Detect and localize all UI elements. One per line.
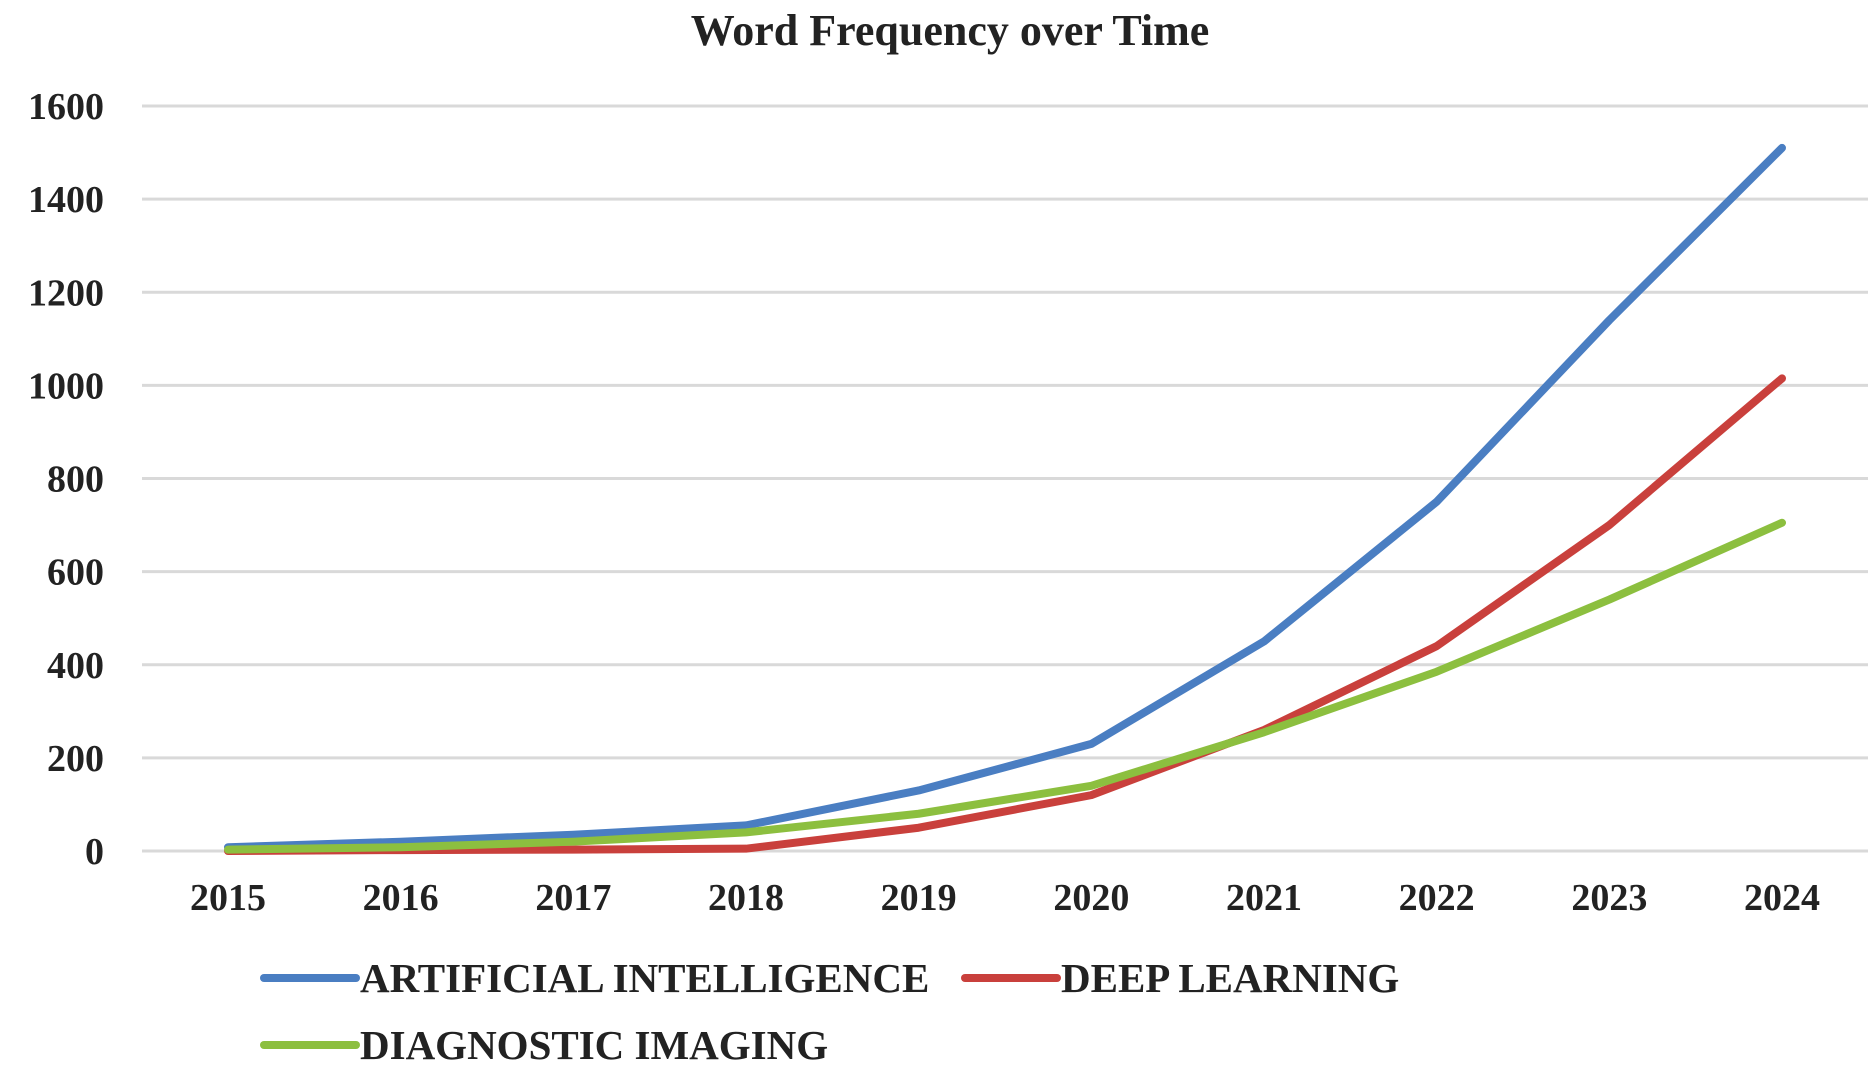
series-line-0 (224, 143, 1786, 852)
x-tick-label: 2018 (708, 877, 784, 919)
y-tick-label: 1000 (28, 365, 104, 407)
x-tick-label: 2024 (1744, 877, 1820, 919)
legend-label: ARTIFICIAL INTELLIGENCE (360, 955, 929, 1001)
x-axis-ticks: 2015 2016 2017 2018 2019 2020 2021 2022 2023 2024 (190, 877, 1820, 919)
y-tick-label: 400 (47, 645, 104, 687)
legend: ARTIFICIAL INTELLIGENCE DEEP LEARNING DIAG… (260, 955, 1399, 1068)
legend-label: DEEP LEARNING (1061, 955, 1399, 1001)
x-tick-label: 2020 (1053, 877, 1129, 919)
gridlines (142, 104, 1868, 853)
y-tick-label: 1400 (28, 179, 104, 221)
x-tick-label: 2019 (881, 877, 957, 919)
series-line-2 (224, 518, 1786, 854)
series-line-1 (224, 374, 1786, 855)
x-tick-label: 2022 (1399, 877, 1475, 919)
y-tick-label: 200 (47, 738, 104, 780)
y-tick-label: 600 (47, 552, 104, 594)
y-tick-label: 800 (47, 459, 104, 501)
chart-title: Word Frequency over Time (691, 6, 1210, 55)
y-tick-label: 0 (85, 831, 104, 873)
x-tick-label: 2021 (1226, 877, 1302, 919)
y-axis-ticks: 0 200 400 600 800 1000 1200 1400 1600 (28, 86, 104, 873)
series-lines (224, 143, 1786, 855)
legend-item: ARTIFICIAL INTELLIGENCE (260, 955, 929, 1001)
y-tick-label: 1600 (28, 86, 104, 128)
x-tick-label: 2016 (363, 877, 439, 919)
y-tick-label: 1200 (28, 272, 104, 314)
legend-item: DIAGNOSTIC IMAGING (260, 1022, 828, 1068)
legend-label: DIAGNOSTIC IMAGING (360, 1022, 828, 1068)
legend-item: DEEP LEARNING (961, 955, 1399, 1001)
x-tick-label: 2017 (535, 877, 611, 919)
x-tick-label: 2015 (190, 877, 266, 919)
x-tick-label: 2023 (1571, 877, 1647, 919)
